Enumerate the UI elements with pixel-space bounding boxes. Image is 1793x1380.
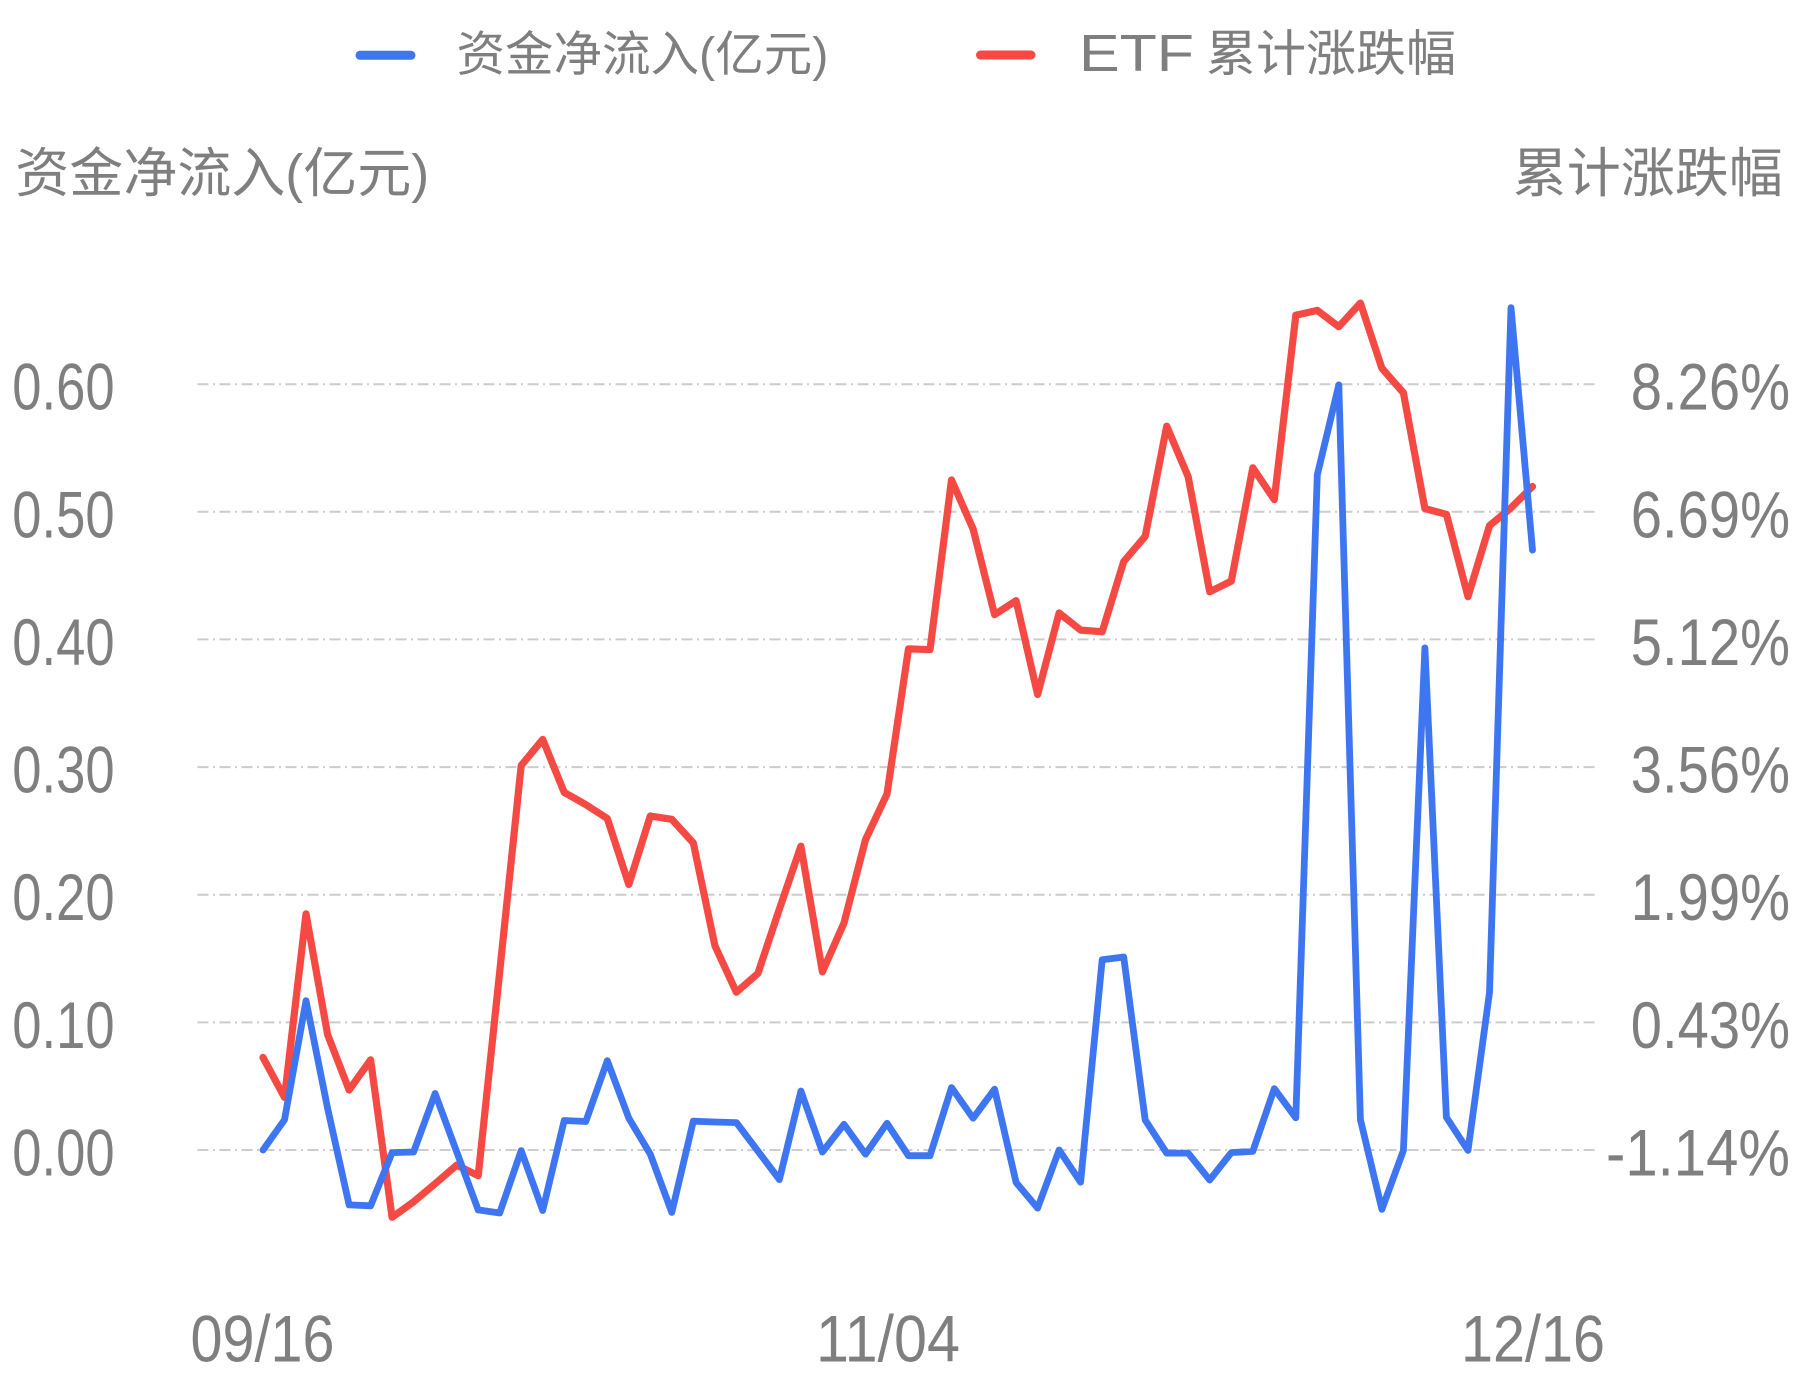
svg-text:8.26%: 8.26% xyxy=(1631,350,1790,424)
svg-text:0.50: 0.50 xyxy=(12,477,114,551)
svg-text:11/04: 11/04 xyxy=(816,1302,960,1376)
svg-text:): ) xyxy=(812,28,828,82)
svg-text:0.00: 0.00 xyxy=(12,1116,114,1190)
svg-text:(: ( xyxy=(699,28,715,82)
svg-text:0.30: 0.30 xyxy=(12,733,114,807)
svg-text:0.20: 0.20 xyxy=(12,860,114,934)
svg-text:12/16: 12/16 xyxy=(1461,1302,1605,1376)
svg-text:0.40: 0.40 xyxy=(12,605,114,679)
svg-text:09/16: 09/16 xyxy=(191,1302,335,1376)
svg-text:3.56%: 3.56% xyxy=(1631,733,1790,807)
svg-text:(: ( xyxy=(285,144,303,204)
svg-text:ETF: ETF xyxy=(1079,25,1194,83)
svg-text:-1.14%: -1.14% xyxy=(1606,1116,1790,1190)
svg-text:5.12%: 5.12% xyxy=(1631,605,1790,679)
svg-text:0.60: 0.60 xyxy=(12,350,114,424)
svg-text:0.43%: 0.43% xyxy=(1631,988,1790,1062)
svg-text:): ) xyxy=(411,144,429,204)
svg-text:1.99%: 1.99% xyxy=(1631,860,1790,934)
svg-text:0.10: 0.10 xyxy=(12,988,114,1062)
svg-text:6.69%: 6.69% xyxy=(1631,477,1790,551)
